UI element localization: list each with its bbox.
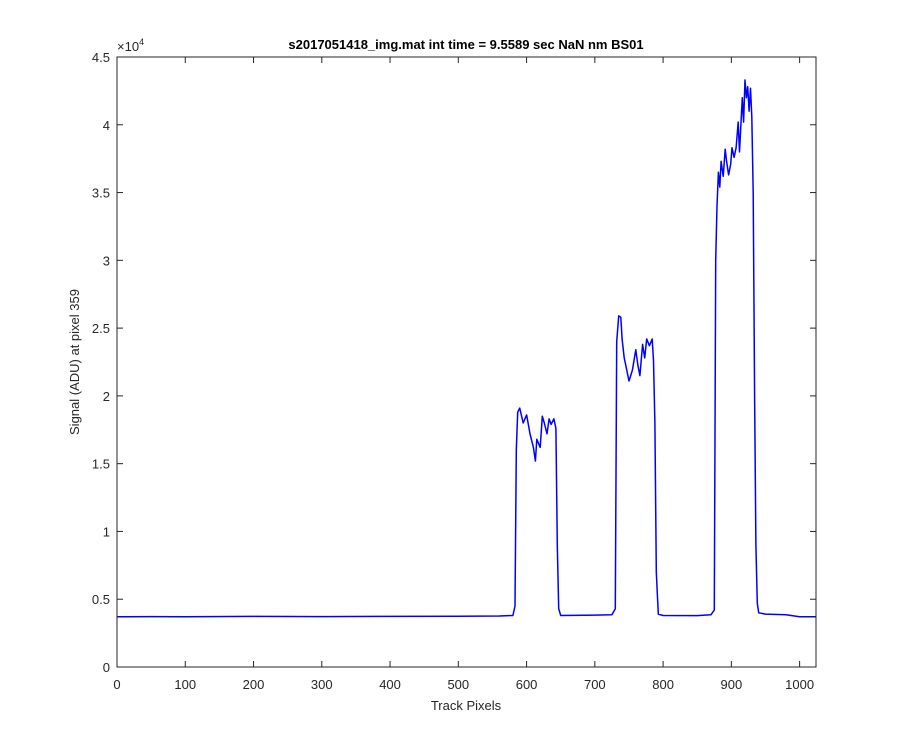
y-axis-exponent-base: ×10 bbox=[117, 39, 139, 54]
axes-box bbox=[116, 56, 817, 668]
y-tick-label: 2.5 bbox=[92, 321, 110, 336]
y-tick-label: 3.5 bbox=[92, 186, 110, 201]
x-tick-label: 900 bbox=[721, 677, 743, 692]
y-tick-label: 0 bbox=[103, 660, 110, 675]
y-axis-exponent: ×104 bbox=[117, 37, 144, 54]
y-axis: 0 0.5 1 1.5 2 2.5 3 3.5 4 4.5 bbox=[92, 50, 816, 675]
x-tick-label: 600 bbox=[516, 677, 538, 692]
x-tick-label: 300 bbox=[311, 677, 333, 692]
x-tick-label: 700 bbox=[584, 677, 606, 692]
x-tick-label: 500 bbox=[447, 677, 469, 692]
y-tick-label: 4 bbox=[103, 118, 110, 133]
x-axis-label: Track Pixels bbox=[431, 698, 502, 713]
y-tick-label: 1.5 bbox=[92, 457, 110, 472]
x-tick-label: 0 bbox=[113, 677, 120, 692]
y-tick-label: 1 bbox=[103, 524, 110, 539]
x-tick-label: 100 bbox=[174, 677, 196, 692]
x-tick-label: 200 bbox=[243, 677, 265, 692]
x-tick-label: 1000 bbox=[785, 677, 814, 692]
chart-title: s2017051418_img.mat int time = 9.5589 se… bbox=[288, 37, 643, 52]
y-tick-label: 4.5 bbox=[92, 50, 110, 65]
x-tick-label: 400 bbox=[379, 677, 401, 692]
plot-area bbox=[117, 57, 816, 667]
x-axis: 0 100 200 300 400 500 600 700 800 900 1000 bbox=[113, 57, 814, 692]
x-tick-label: 800 bbox=[652, 677, 674, 692]
y-tick-label: 3 bbox=[103, 253, 110, 268]
y-axis-exponent-power: 4 bbox=[139, 37, 144, 47]
y-tick-label: 2 bbox=[103, 389, 110, 404]
y-axis-label: Signal (ADU) at pixel 359 bbox=[67, 289, 82, 435]
y-tick-label: 0.5 bbox=[92, 592, 110, 607]
series-line bbox=[116, 79, 816, 618]
